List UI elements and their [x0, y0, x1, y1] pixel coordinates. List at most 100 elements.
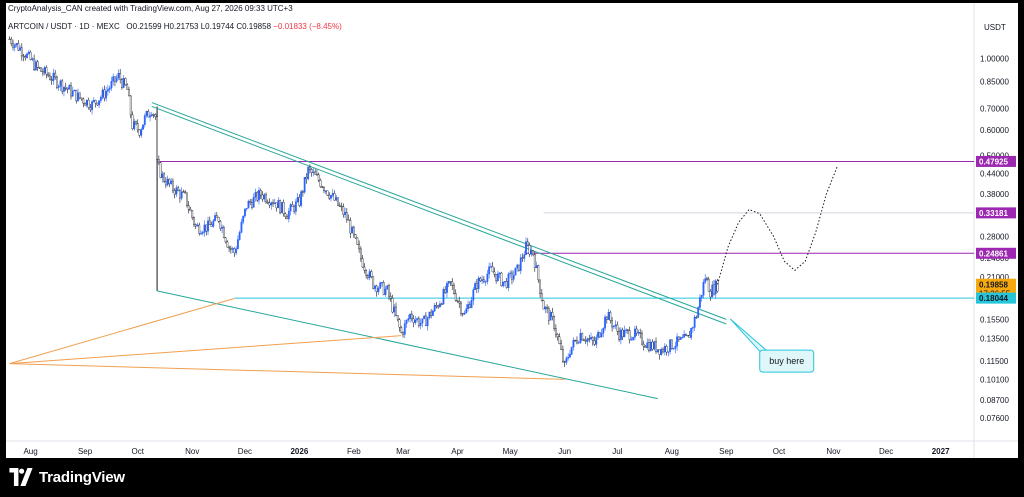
candle-body: [702, 281, 705, 296]
y-tick-label: 1.00000: [980, 55, 1009, 64]
candle-body: [458, 301, 461, 304]
candle-body: [108, 87, 111, 90]
candle-body: [236, 239, 239, 250]
candle-body: [639, 332, 642, 334]
candle-body: [393, 306, 396, 313]
candle-body: [497, 273, 499, 282]
candle-body: [632, 337, 635, 340]
candle-body: [377, 288, 380, 293]
candle-body: [537, 265, 540, 281]
candle-body: [447, 281, 450, 284]
wedge-trendline[interactable]: [156, 290, 658, 400]
support-price-tag[interactable]: [976, 292, 1016, 304]
candle-body: [351, 226, 353, 234]
candle-body: [586, 338, 589, 342]
candle-body: [94, 99, 97, 104]
price-chart[interactable]: USDT1.000000.850000.700000.600000.500000…: [6, 3, 1018, 458]
candle-body: [71, 90, 74, 97]
candle-body: [205, 224, 208, 232]
candle-body: [479, 277, 482, 282]
callout-pointer: [729, 318, 772, 355]
candle-body: [270, 202, 273, 206]
close-value: C0.19858: [236, 22, 272, 31]
price-scale[interactable]: [974, 3, 1018, 458]
candle-body: [171, 180, 174, 191]
wedge-trendline[interactable]: [151, 105, 727, 325]
candle-body: [289, 204, 292, 212]
candle-body: [228, 246, 231, 249]
resistance-price-tag[interactable]: [976, 207, 1016, 219]
candle-body: [535, 265, 538, 268]
candle-body: [36, 61, 39, 68]
candle-body: [426, 317, 429, 327]
candle-body: [553, 316, 556, 329]
candle-body: [337, 197, 339, 206]
support-price-tag-label: 0.18044: [979, 294, 1008, 303]
candle-body: [331, 193, 334, 196]
candle-body: [203, 224, 206, 233]
candle-body: [588, 338, 591, 340]
projection-path[interactable]: [717, 167, 838, 285]
candle-body: [310, 169, 313, 173]
x-tick-label: Sep: [719, 447, 734, 456]
candle-body: [129, 95, 132, 116]
candle-body: [215, 215, 218, 218]
candle-body: [333, 193, 336, 201]
candle-body: [229, 247, 232, 250]
resistance-price-tag-label: 0.24861: [979, 249, 1008, 258]
x-tick-label: Dec: [879, 447, 893, 456]
candle-body: [166, 178, 169, 186]
candle-body: [345, 212, 348, 220]
x-tick-label: Apr: [451, 447, 464, 456]
candle-body: [73, 89, 76, 92]
candle-body: [440, 303, 443, 305]
candle-body: [182, 191, 185, 193]
candle-body: [493, 271, 496, 275]
candle-body: [512, 274, 515, 280]
candle-body: [124, 78, 127, 86]
x-tick-label: Sep: [78, 447, 93, 456]
candle-body: [451, 281, 454, 286]
x-tick-label: Nov: [185, 447, 199, 456]
candle-body: [367, 275, 369, 278]
fib-fan-line[interactable]: [9, 363, 565, 380]
candle-body: [43, 67, 46, 74]
tradingview-logo[interactable]: TradingView: [8, 468, 125, 486]
candle-body: [562, 349, 564, 362]
candle-body: [433, 305, 436, 312]
resistance-price-tag[interactable]: [976, 155, 1016, 167]
candle-body: [198, 224, 201, 234]
candle-body: [713, 284, 715, 295]
candle-body: [454, 293, 457, 301]
candle-body: [208, 220, 211, 225]
candle-body: [145, 111, 148, 116]
y-tick-label: 0.85000: [980, 77, 1009, 86]
candle-body: [430, 311, 433, 316]
candle-body: [352, 226, 355, 235]
candle-body: [38, 67, 41, 69]
candle-body: [460, 302, 462, 314]
candle-body: [170, 180, 173, 184]
y-tick-label: 0.07600: [980, 414, 1009, 423]
wedge-trendline[interactable]: [151, 102, 727, 320]
y-tick-label: 0.08700: [980, 396, 1009, 405]
candle-body: [163, 173, 166, 182]
candle-body: [475, 283, 478, 290]
candle-body: [47, 74, 50, 77]
candle-body: [389, 295, 392, 299]
candle-body: [677, 336, 680, 340]
fib-fan-line[interactable]: [9, 297, 235, 365]
candle-body: [186, 192, 188, 206]
symbol-name[interactable]: ARTCOIN / USDT · 1D · MEXC: [8, 22, 120, 31]
candle-body: [407, 318, 410, 321]
candle-body: [305, 176, 308, 180]
candle-body: [359, 248, 362, 259]
fib-fan-line[interactable]: [9, 335, 402, 365]
candle-body: [442, 289, 445, 305]
candle-body: [653, 341, 656, 350]
candle-body: [484, 281, 487, 283]
callout-box[interactable]: [759, 349, 815, 373]
resistance-price-tag[interactable]: [976, 247, 1016, 259]
candle-body: [488, 266, 491, 275]
candle-body: [284, 213, 287, 217]
